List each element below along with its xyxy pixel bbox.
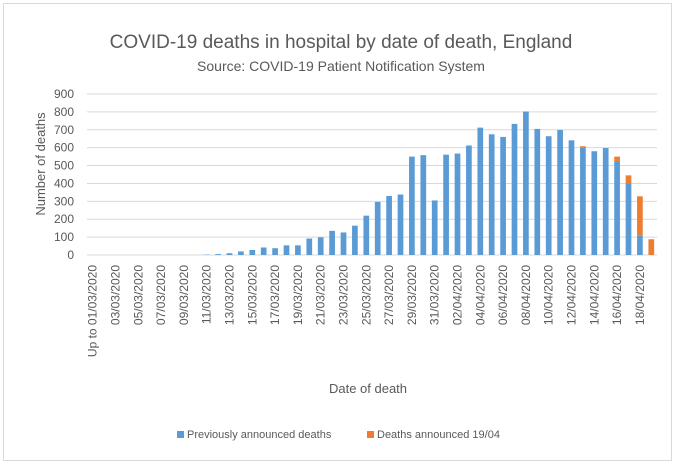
x-tick-label: 14/04/2020 [587,265,601,325]
bar-previous [260,247,267,255]
bar-previous [409,156,415,255]
x-axis-label: Date of death [329,381,407,396]
x-tick-label: 10/04/2020 [542,265,556,325]
bar-previous [568,140,575,255]
legend-swatch-new [367,431,374,438]
bar-previous [226,253,233,255]
bar-previous [477,127,484,255]
x-tick-label: 12/04/2020 [565,265,579,325]
bar-previous [238,251,244,255]
x-tick-label: 15/03/2020 [245,265,259,325]
bars [203,111,655,255]
chart-subtitle: Source: COVID-19 Patient Notification Sy… [197,58,485,74]
x-tick-label: 08/04/2020 [519,265,533,325]
x-tick-label: 19/03/2020 [291,265,305,325]
bar-new [580,146,586,148]
x-tick-label: 02/04/2020 [451,265,465,325]
x-tick-label: 07/03/2020 [154,265,168,325]
y-tick-label: 500 [54,159,74,173]
y-tick-label: 400 [54,176,74,190]
bar-previous [637,235,643,255]
bar-previous [534,128,541,255]
bar-previous [352,225,358,255]
chart-frame: COVID-19 deaths in hospital by date of d… [3,3,672,461]
y-tick-label: 300 [54,194,74,208]
gridlines [87,93,657,256]
bar-previous [466,145,472,255]
bar-previous [329,230,335,255]
bar-previous [545,136,552,255]
bar-previous [431,200,438,255]
x-tick-label: 31/03/2020 [428,265,442,325]
y-tick-label: 800 [54,105,74,119]
bar-previous [488,134,495,255]
legend-label-new: Deaths announced 19/04 [377,429,500,441]
y-tick-label: 0 [67,248,74,262]
bar-previous [295,245,301,255]
x-tick-label: Up to 01/03/2020 [86,265,100,357]
y-tick-label: 900 [54,87,74,101]
bar-previous [591,151,598,255]
bar-previous [614,161,620,255]
bar-previous [283,245,290,255]
x-tick-label: 06/04/2020 [496,265,510,325]
x-tick-label: 11/03/2020 [200,265,214,324]
x-tick-labels: Up to 01/03/2020 03/03/2020 05/03/2020 07/0… [86,265,647,357]
x-tick-label: 17/03/2020 [268,265,282,325]
legend: Previously announced deaths Deaths annou… [177,429,500,441]
bar-previous [500,136,506,255]
x-tick-label: 04/04/2020 [473,265,487,325]
chart-title: COVID-19 deaths in hospital by date of d… [110,32,573,53]
bar-previous [306,238,313,255]
bar-previous [272,248,278,255]
bar-previous [340,232,347,255]
x-tick-label: 05/03/2020 [131,265,145,325]
bar-previous [363,215,370,255]
bar-previous [602,148,609,255]
x-tick-label: 29/03/2020 [405,265,419,325]
y-tick-label: 700 [54,123,74,137]
bar-previous [580,147,586,255]
bar-previous [374,201,381,255]
bar-previous [523,111,529,255]
chart-svg: COVID-19 deaths in hospital by date of d… [33,32,657,441]
x-tick-label: 27/03/2020 [382,265,396,325]
bar-previous [557,129,563,255]
x-tick-label: 21/03/2020 [314,265,328,325]
x-tick-label: 18/04/2020 [633,265,647,325]
bar-previous [317,237,324,255]
bar-new [614,156,620,162]
legend-swatch-previous [177,431,184,438]
bar-new [648,239,655,255]
y-axis-label: Number of deaths [33,112,48,216]
bar-previous [625,183,632,255]
bar-previous [511,123,518,255]
y-tick-label: 200 [54,212,74,226]
bar-new [637,196,643,236]
bar-previous [386,195,392,255]
y-tick-labels: 0 100 200 300 400 500 600 700 800 900 [54,87,74,262]
y-tick-label: 600 [54,141,74,155]
x-tick-label: 23/03/2020 [337,265,351,325]
legend-label-previous: Previously announced deaths [187,429,332,441]
bar-new [625,175,632,184]
bar-previous [215,254,221,255]
bar-previous [420,155,427,255]
y-tick-label: 100 [54,230,74,244]
x-tick-label: 16/04/2020 [610,265,624,325]
bar-previous [397,194,404,255]
bar-previous [454,153,461,255]
x-tick-label: 03/03/2020 [109,265,123,325]
x-tick-label: 13/03/2020 [223,265,237,325]
x-tick-label: 25/03/2020 [359,265,373,325]
bar-previous [443,154,449,255]
bar-previous [249,249,256,255]
x-tick-label: 09/03/2020 [177,265,191,325]
